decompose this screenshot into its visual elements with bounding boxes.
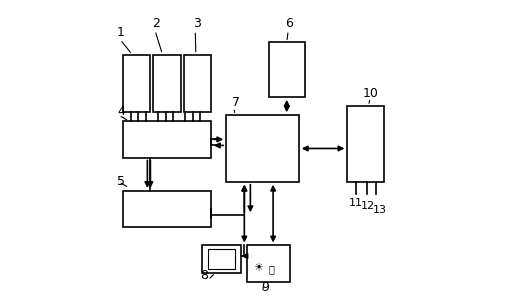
Text: 9: 9 <box>261 281 269 294</box>
Bar <box>123 191 211 227</box>
Bar <box>348 106 384 182</box>
Text: 2: 2 <box>152 17 160 30</box>
Text: 5: 5 <box>117 175 125 188</box>
Text: 1: 1 <box>117 26 125 39</box>
Text: 6: 6 <box>285 17 293 30</box>
Text: 10: 10 <box>362 87 379 100</box>
Bar <box>269 42 305 97</box>
Text: 8: 8 <box>201 269 208 282</box>
Text: 13: 13 <box>373 205 386 215</box>
Bar <box>247 245 290 282</box>
Bar <box>123 121 211 158</box>
Bar <box>153 55 181 112</box>
Bar <box>202 245 242 273</box>
Text: ☀: ☀ <box>254 263 264 273</box>
Text: 4: 4 <box>117 105 125 118</box>
Text: 12: 12 <box>361 201 375 211</box>
Bar <box>226 115 299 182</box>
Text: 🔊: 🔊 <box>269 264 275 274</box>
Bar <box>184 55 211 112</box>
Text: 11: 11 <box>349 198 363 208</box>
Text: 7: 7 <box>232 96 240 109</box>
Text: 3: 3 <box>193 17 201 30</box>
Bar <box>123 55 150 112</box>
Bar <box>208 249 235 269</box>
